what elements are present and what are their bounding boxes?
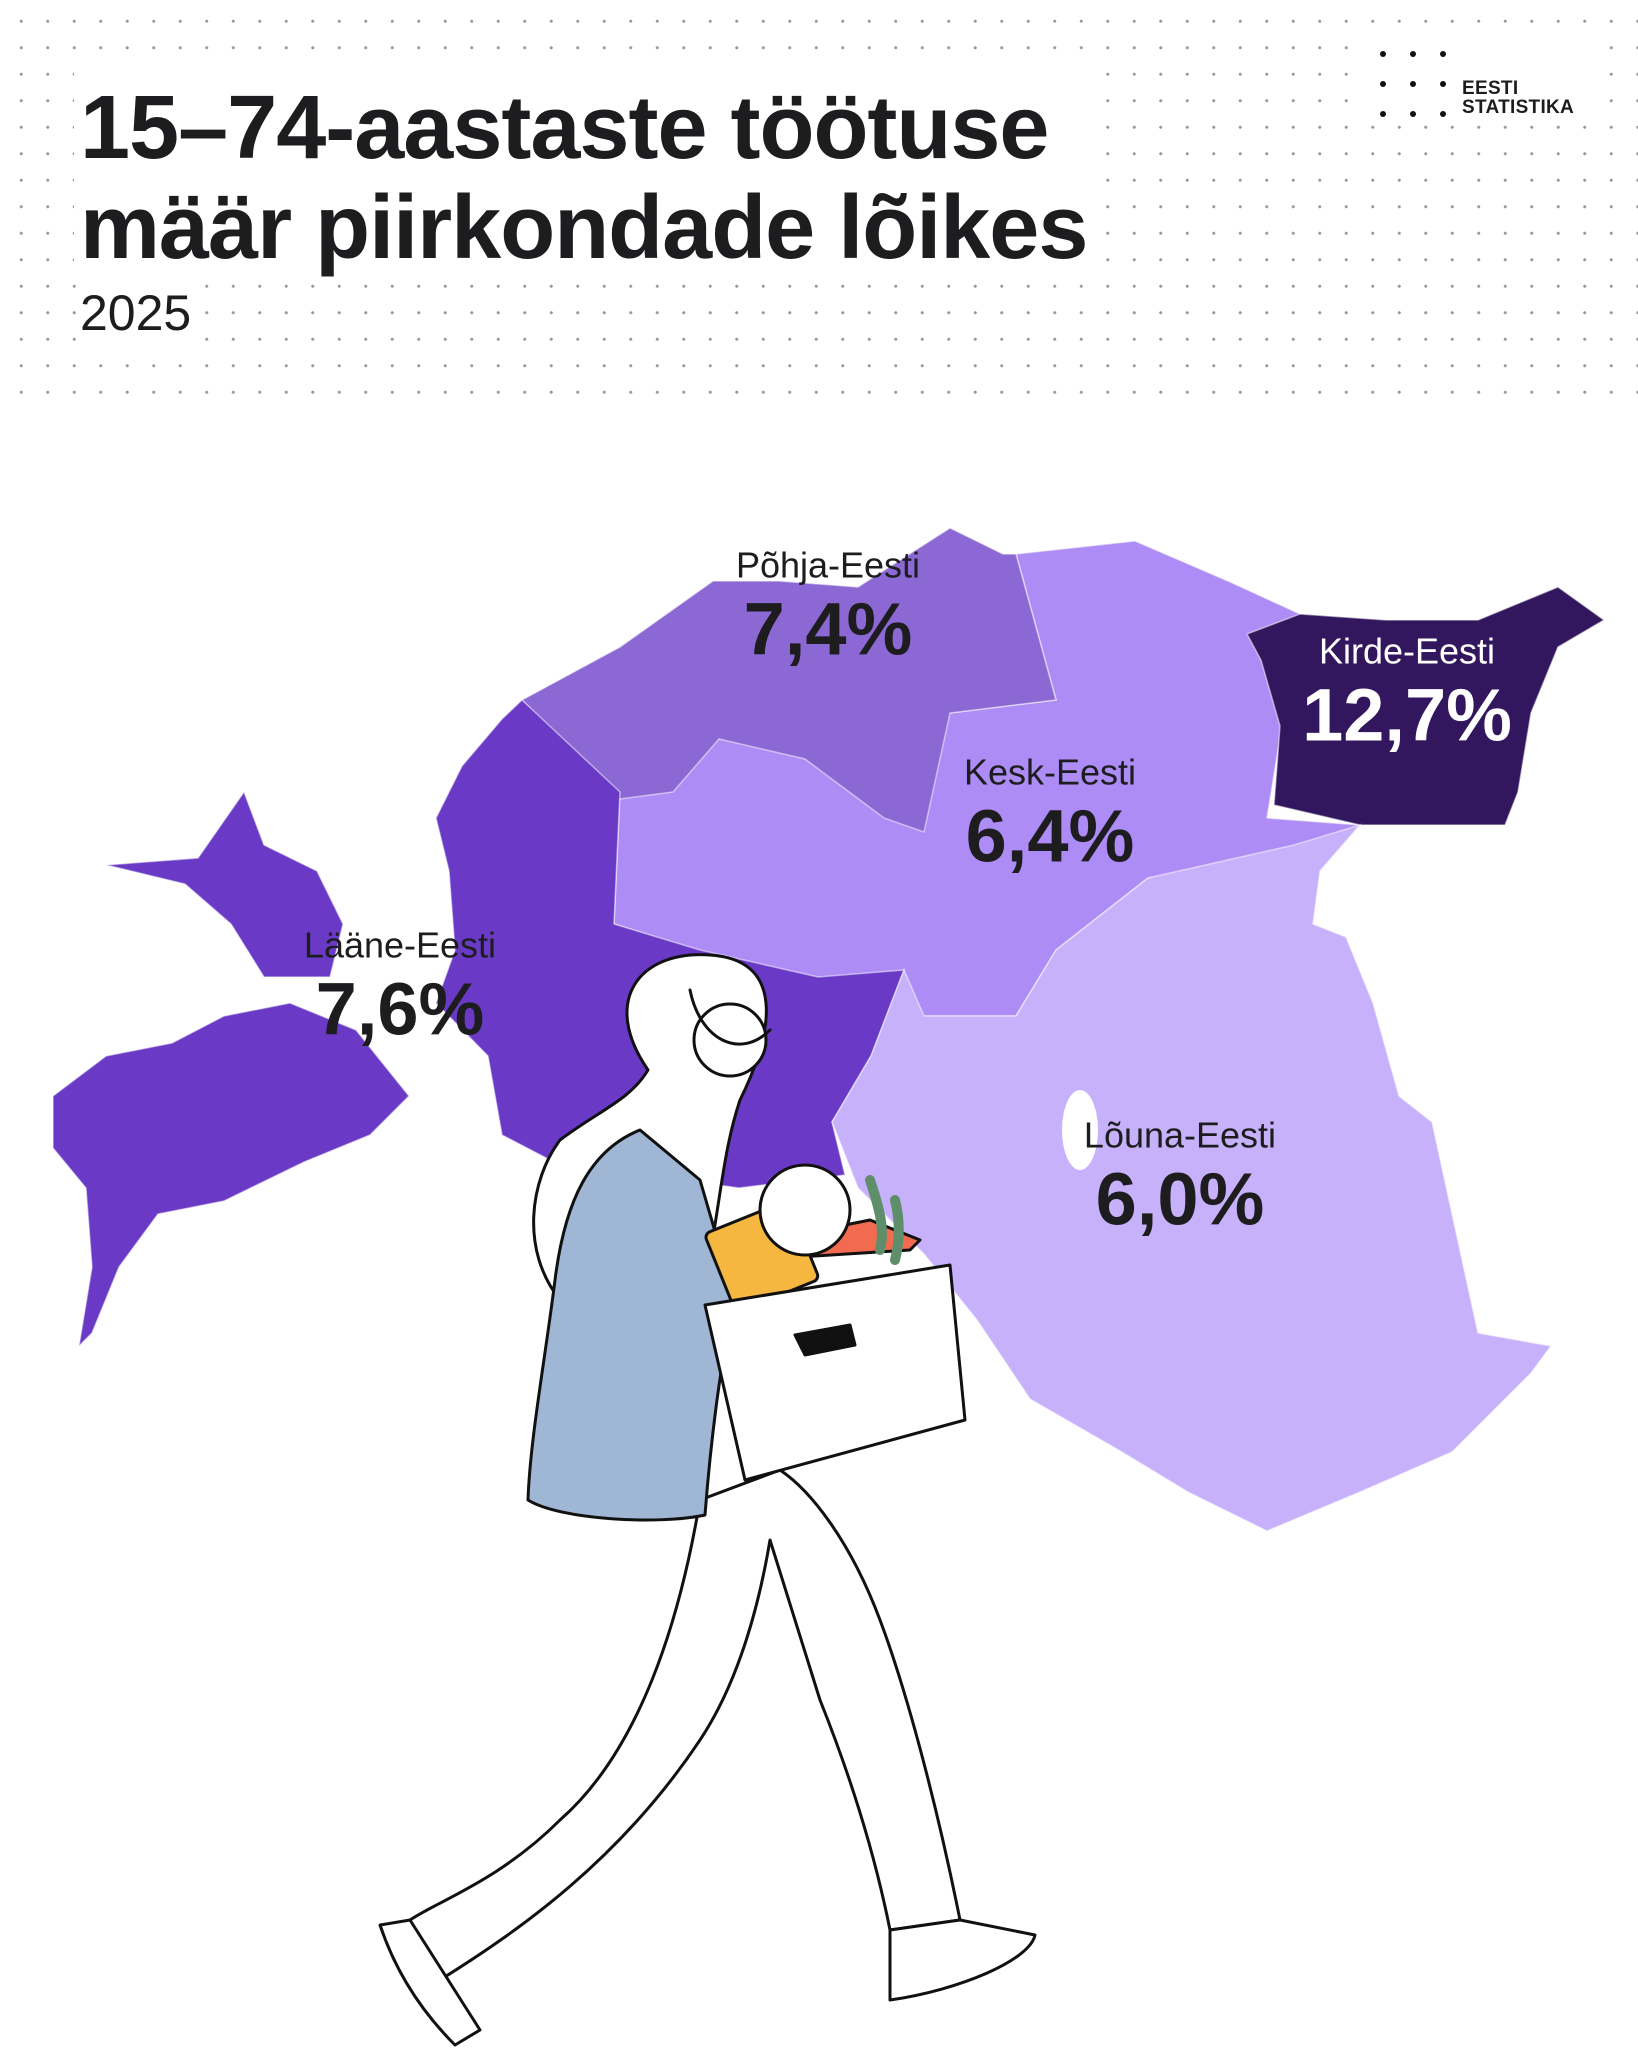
woman-illustration (378, 953, 1037, 2047)
region-l-ne-eesti (52, 1002, 411, 1349)
region-label-laane: Lääne-Eesti 7,6% (304, 925, 496, 1052)
lake-vortsjarv (1062, 1090, 1098, 1170)
region-value: 6,0% (1095, 1157, 1265, 1241)
region-value: 6,4% (965, 794, 1135, 878)
region-label-kesk: Kesk-Eesti 6,4% (964, 752, 1136, 879)
region-l-ne-eesti (105, 790, 344, 978)
eesti-statistika-logo: EESTI STATISTIKA (1370, 45, 1600, 125)
region-value: 7,4% (743, 587, 913, 671)
region-name: Lõuna-Eesti (1083, 1114, 1277, 1156)
region-name: Põhja-Eesti (735, 544, 921, 586)
region-label-pohja: Põhja-Eesti 7,4% (736, 545, 920, 672)
region-name: Kesk-Eesti (963, 751, 1137, 793)
region-l-una-eesti (831, 823, 1553, 1532)
region-name: Lääne-Eesti (303, 924, 497, 966)
logo-line-2: STATISTIKA (1462, 97, 1575, 118)
title-line-1: 15–74-aastaste töötuse (80, 78, 1049, 178)
region-label-kirde: Kirde-Eesti 12,7% (1302, 631, 1512, 758)
region-value: 7,6% (315, 967, 485, 1051)
year-subtitle: 2025 (80, 284, 192, 342)
page-title: 15–74-aastaste töötuse määr piirkondade … (80, 78, 1088, 278)
region-value: 12,7% (1302, 673, 1512, 757)
region-kirde-eesti (1245, 586, 1606, 826)
logo-line-1: EESTI (1462, 78, 1519, 99)
title-line-2: määr piirkondade lõikes (80, 178, 1088, 278)
region-p-hja-eesti (520, 527, 1057, 833)
region-name: Kirde-Eesti (1318, 630, 1496, 672)
region-label-louna: Lõuna-Eesti 6,0% (1084, 1115, 1276, 1242)
